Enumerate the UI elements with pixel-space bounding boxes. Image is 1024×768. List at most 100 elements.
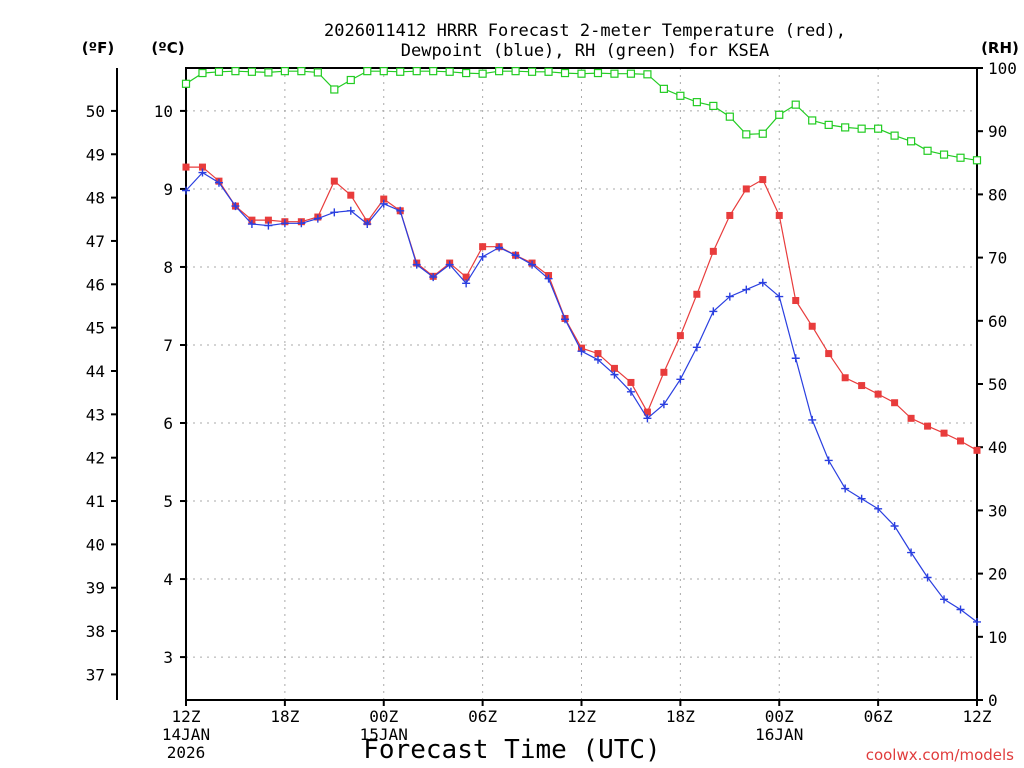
dewpoint-point (264, 221, 273, 230)
dewpoint-point (626, 387, 635, 396)
fahrenheit-tick-label: 37 (86, 665, 105, 684)
fahrenheit-tick-label: 44 (86, 362, 105, 381)
credit-link[interactable]: coolwx.com/models (866, 746, 1014, 764)
temperature-point (182, 163, 190, 171)
dewpoint-point (577, 347, 586, 356)
temperature-point (610, 364, 618, 372)
temperature-point (676, 332, 684, 340)
rh-point (396, 67, 405, 76)
rh-point (181, 79, 191, 88)
dewpoint-series (182, 168, 981, 626)
x-tick-label: 06Z (468, 707, 497, 726)
axes (111, 67, 983, 706)
fahrenheit-tick-label: 50 (86, 102, 105, 121)
dewpoint-point (709, 307, 718, 316)
x-tick-label: 06Z (864, 707, 893, 726)
dewpoint-point (429, 273, 438, 282)
temperature-point (594, 350, 602, 358)
rh-point (231, 67, 240, 76)
celsius-tick-label: 4 (163, 570, 173, 589)
dewpoint-point (445, 260, 454, 269)
celsius-tick-label: 8 (163, 258, 173, 277)
rh-point (692, 98, 701, 107)
temperature-point (726, 211, 734, 219)
rh-point (527, 67, 537, 76)
fahrenheit-tick-label: 39 (86, 579, 105, 598)
dewpoint-point (857, 494, 866, 503)
temperature-point (759, 176, 767, 184)
rh-tick-label: 60 (988, 312, 1007, 331)
dewpoint-point (725, 292, 734, 301)
rh-point (857, 124, 866, 133)
rh-point (890, 131, 899, 140)
temperature-point (973, 446, 981, 454)
rh-point (626, 69, 636, 78)
rh-point (758, 129, 767, 138)
rh-point (610, 69, 619, 78)
dewpoint-point (758, 278, 767, 287)
rh-point (808, 116, 817, 125)
rh-tick-label: 20 (988, 565, 1007, 584)
dewpoint-point (956, 605, 965, 614)
rh-point (544, 67, 553, 76)
temperature-point (907, 414, 915, 422)
rh-point (709, 101, 718, 111)
fahrenheit-tick-label: 49 (86, 145, 105, 164)
rh-point (560, 68, 570, 78)
fahrenheit-tick-label: 43 (86, 405, 105, 424)
temperature-point (957, 437, 965, 445)
temperature-point (808, 322, 816, 330)
data-series (181, 67, 982, 626)
rh-point (676, 91, 685, 100)
temperature-point (479, 243, 487, 251)
rh-point (643, 70, 652, 79)
rh-point (956, 153, 965, 162)
fahrenheit-tick-label: 42 (86, 449, 105, 468)
dewpoint-point (379, 199, 388, 208)
rh-point (742, 130, 751, 139)
rh-tick-label: 70 (988, 249, 1007, 268)
temperature-point (643, 408, 651, 416)
rh-tick-label: 90 (988, 122, 1007, 141)
dewpoint-point (396, 206, 405, 215)
fahrenheit-tick-label: 45 (86, 319, 105, 338)
dewpoint-point (692, 343, 701, 352)
rh-point (577, 69, 586, 78)
x-tick-label: 12Z (172, 707, 201, 726)
rh-point (198, 68, 207, 78)
dewpoint-point (330, 208, 339, 217)
rh-point (972, 156, 982, 165)
grid-lines (186, 68, 977, 700)
temperature-point (709, 247, 717, 255)
dewpoint-point (643, 414, 652, 423)
dewpoint-point (280, 219, 289, 228)
rh-unit-label: (RH) (981, 39, 1019, 57)
rh-point (775, 110, 784, 119)
dewpoint-point (874, 504, 883, 513)
dewpoint-point (561, 315, 570, 324)
dewpoint-point (478, 252, 487, 261)
rh-tick-label: 50 (988, 375, 1007, 394)
rh-tick-label: 40 (988, 438, 1007, 457)
dewpoint-point (791, 354, 800, 363)
dewpoint-point (593, 355, 602, 364)
celsius-tick-label: 6 (163, 414, 173, 433)
temperature-point (660, 368, 668, 376)
dewpoint-point (676, 375, 685, 384)
x-axis-label: Forecast Time (UTC) (363, 735, 660, 765)
temperature-point (792, 297, 800, 305)
rh-point (313, 68, 322, 77)
celsius-tick-label: 3 (163, 648, 173, 667)
rh-point (280, 67, 289, 76)
temperature-point (874, 390, 882, 398)
x-tick-label: 18Z (270, 707, 299, 726)
dewpoint-point (659, 400, 668, 409)
rh-point (824, 120, 833, 129)
rh-point (659, 84, 668, 93)
temperature-point (330, 177, 338, 185)
rh-tick-label: 0 (988, 691, 998, 710)
dewpoint-point (824, 456, 833, 465)
dewpoint-point (742, 285, 751, 294)
rh-point (841, 123, 850, 132)
